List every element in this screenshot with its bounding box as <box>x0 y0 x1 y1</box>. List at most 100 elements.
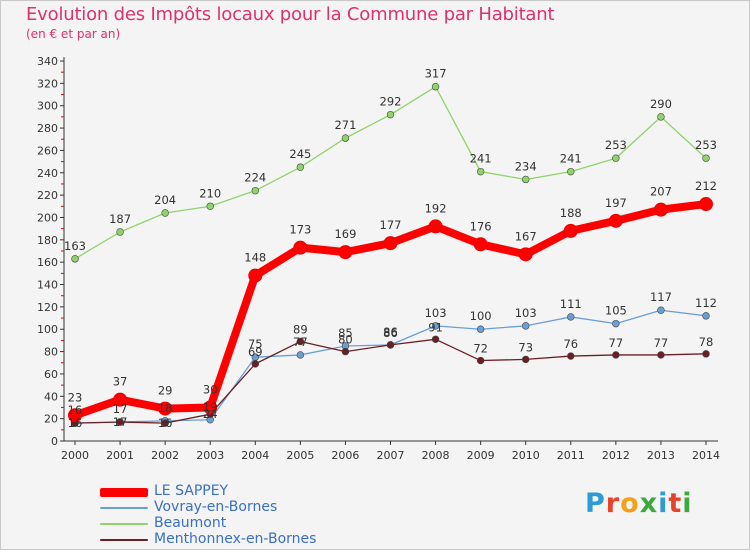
data-point <box>612 351 620 359</box>
data-point <box>341 347 350 356</box>
data-label: 117 <box>650 290 672 304</box>
data-point <box>71 255 79 263</box>
y-tick-label: 0 <box>51 435 58 448</box>
data-point <box>431 335 440 343</box>
logo-letter: P <box>585 488 606 519</box>
data-point <box>699 197 713 212</box>
line-chart: 0 20 40 60 80 100 120 140 160 180 200 220 240 260 280 3… <box>37 55 720 462</box>
y-tick-label: 20 <box>44 413 58 426</box>
y-tick-label: 240 <box>37 167 58 180</box>
legend-label: Vovray-en-Bornes <box>154 499 278 515</box>
x-tick-label: 2011 <box>557 449 585 462</box>
data-label: 207 <box>650 185 672 199</box>
chart-subtitle: (en € et par an) <box>26 27 121 41</box>
data-label: 73 <box>518 340 533 354</box>
data-point <box>431 322 440 330</box>
data-label: 111 <box>560 297 582 311</box>
data-label: 292 <box>380 95 402 109</box>
y-tick-label: 260 <box>37 144 58 157</box>
data-point <box>657 351 665 359</box>
data-label: 75 <box>248 337 263 351</box>
legend-label: LE SAPPEY <box>154 483 229 499</box>
data-label: 19 <box>203 400 218 414</box>
data-point <box>612 154 620 162</box>
data-point <box>608 213 623 228</box>
x-tick-label: 2002 <box>151 449 179 462</box>
y-tick-label: 120 <box>37 301 58 314</box>
data-point <box>68 408 82 423</box>
data-label: 17 <box>113 402 128 416</box>
data-label: 234 <box>515 159 537 173</box>
data-point <box>522 355 530 364</box>
data-point <box>161 209 169 217</box>
legend-label: Beaumont <box>154 515 227 531</box>
data-label: 241 <box>470 152 492 166</box>
x-tick-label: 2003 <box>196 449 224 462</box>
data-label: 18 <box>158 401 173 415</box>
data-point <box>522 175 530 184</box>
y-tick-label: 40 <box>44 390 58 403</box>
data-label: 89 <box>293 323 308 337</box>
data-point <box>251 186 259 195</box>
data-label: 16 <box>68 403 83 417</box>
data-point <box>251 360 259 368</box>
data-point <box>476 356 485 365</box>
proxiti-logo: Proxiti <box>585 488 693 519</box>
data-point <box>338 245 353 260</box>
data-point <box>296 163 305 171</box>
data-label: 176 <box>470 219 492 233</box>
x-tick-label: 2012 <box>602 449 630 462</box>
y-tick-label: 320 <box>37 77 58 90</box>
data-label: 103 <box>515 306 537 320</box>
data-label: 253 <box>695 138 717 152</box>
data-point <box>476 167 485 176</box>
legend-label: Menthonnex-en-Bornes <box>154 531 317 547</box>
data-point <box>563 223 578 238</box>
x-tick-label: 2014 <box>692 449 720 462</box>
legend-swatch <box>100 507 148 509</box>
data-label: 241 <box>560 152 582 166</box>
x-tick-label: 2007 <box>377 449 405 462</box>
data-label: 80 <box>338 333 353 347</box>
data-label: 103 <box>425 306 447 320</box>
logo-letter: o <box>620 488 640 519</box>
data-point <box>293 240 308 255</box>
y-tick-label: 140 <box>37 279 58 292</box>
data-label: 77 <box>609 336 624 350</box>
data-label: 204 <box>154 193 176 207</box>
data-label: 197 <box>605 196 627 210</box>
data-point <box>702 350 710 358</box>
data-point <box>296 351 305 359</box>
data-point <box>522 322 530 330</box>
data-point <box>158 401 173 416</box>
logo-letter: r <box>605 488 621 519</box>
data-point <box>203 400 218 415</box>
data-label: 29 <box>158 384 173 398</box>
y-tick-label: 220 <box>37 189 58 202</box>
data-point <box>653 202 668 217</box>
data-label: 169 <box>334 227 356 241</box>
data-point <box>341 134 350 142</box>
data-point <box>702 154 710 162</box>
data-label: 86 <box>383 326 398 340</box>
data-label: 17 <box>113 415 128 429</box>
data-label: 167 <box>515 229 537 243</box>
x-tick-label: 2004 <box>241 449 269 462</box>
data-label: 30 <box>203 382 218 396</box>
logo-letter: t <box>668 488 683 519</box>
data-point <box>702 312 710 320</box>
data-point <box>206 202 214 210</box>
data-label: 271 <box>334 118 356 132</box>
logo-letter: i <box>658 488 669 519</box>
y-tick-label: 180 <box>37 234 58 247</box>
data-point <box>518 247 533 262</box>
data-label: 100 <box>470 309 492 323</box>
legend-swatch <box>100 487 148 497</box>
y-tick-label: 80 <box>44 346 58 359</box>
data-label: 16 <box>68 416 83 430</box>
data-label: 187 <box>109 212 131 226</box>
data-label: 86 <box>383 325 398 339</box>
data-point <box>248 268 263 283</box>
data-label: 37 <box>113 375 128 389</box>
